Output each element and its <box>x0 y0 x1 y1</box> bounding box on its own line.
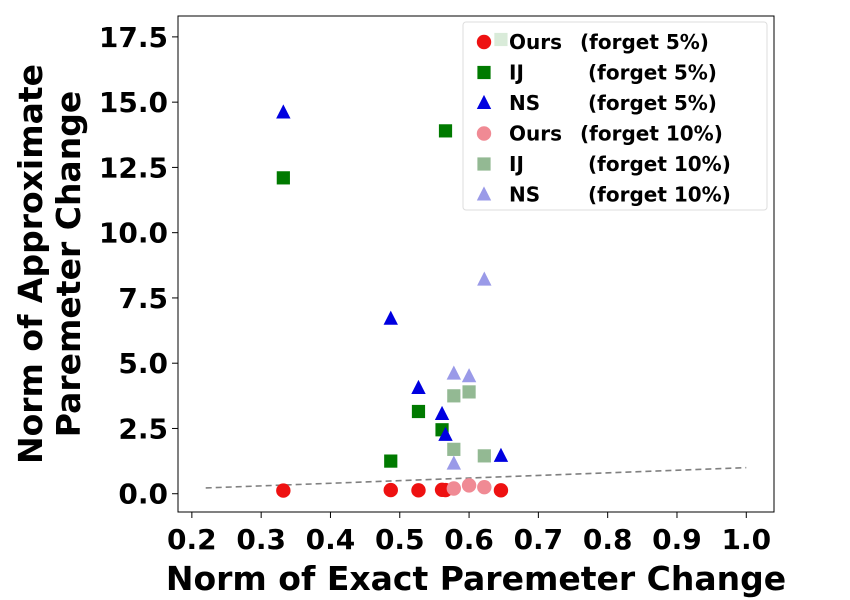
x-axis-title: Norm of Exact Paremeter Change <box>166 559 786 598</box>
reference-line-layer <box>205 466 747 489</box>
data-point <box>461 478 477 493</box>
points-layer <box>276 32 509 498</box>
data-point <box>446 365 462 380</box>
data-point <box>447 442 461 456</box>
data-point <box>438 426 453 441</box>
legend-label: NS <box>509 183 540 207</box>
legend-label: Ours <box>509 122 562 146</box>
legend-label: IJ <box>509 61 524 85</box>
legend-entry: IJ (forget 10%) <box>477 152 731 176</box>
series-5 <box>446 271 492 470</box>
data-point <box>446 455 462 470</box>
data-point <box>477 480 492 495</box>
legend-label: NS <box>509 91 540 115</box>
legend-suffix: (forget 10%) <box>588 152 731 176</box>
y-tick-label: 15.0 <box>99 86 168 119</box>
legend-marker <box>477 65 491 80</box>
data-point <box>411 379 426 394</box>
x-axis: 0.2 0.3 0.4 0.5 0.6 0.7 0.8 0.9 1.0 <box>167 512 771 556</box>
legend-entry: Ours (forget 5%) <box>476 30 709 54</box>
data-point <box>461 368 477 383</box>
data-point <box>493 447 509 462</box>
series-3 <box>446 478 492 496</box>
plot-area-frame <box>177 15 775 513</box>
legend-marker <box>476 186 492 201</box>
legend-entry: NS (forget 10%) <box>476 183 731 207</box>
legend-suffix: (forget 10%) <box>580 122 723 146</box>
y-tick-label: 10.0 <box>99 217 168 250</box>
x-tick-label: 0.4 <box>306 523 356 556</box>
reference-line <box>205 466 747 489</box>
data-point <box>384 454 398 468</box>
y-axis-title-line: Paremeter Change <box>49 91 88 437</box>
data-point <box>477 449 491 463</box>
legend-box <box>462 21 768 211</box>
legend: Ours (forget 5%) IJ (forget 5%) NS (forget 5%… <box>462 21 768 211</box>
legend-entry: IJ (forget 5%) <box>477 61 717 85</box>
y-axis-title-line: Norm of Approximate <box>11 64 50 464</box>
data-point <box>438 124 453 138</box>
y-tick-label: 2.5 <box>118 412 168 445</box>
x-tick-label: 0.2 <box>167 523 217 556</box>
legend-label: Ours <box>509 30 562 54</box>
data-point <box>477 271 492 286</box>
legend-suffix: (forget 10%) <box>588 183 731 207</box>
y-tick-label: 7.5 <box>118 282 168 315</box>
data-point <box>276 483 291 498</box>
x-tick-label: 0.8 <box>583 523 633 556</box>
data-point <box>276 171 290 185</box>
legend-marker <box>476 34 492 50</box>
legend-entry: NS (forget 5%) <box>476 91 717 115</box>
data-point <box>493 483 509 498</box>
data-point <box>411 483 426 498</box>
data-point <box>383 482 398 498</box>
data-point <box>276 104 291 119</box>
data-point <box>434 405 450 421</box>
y-tick-label: 17.5 <box>99 21 168 54</box>
y-tick-label: 5.0 <box>118 347 168 380</box>
data-point <box>446 481 462 496</box>
x-tick-label: 0.6 <box>444 523 494 556</box>
y-axis: 0.0 2.5 5.0 7.5 10.0 12.5 15.0 17.5 <box>99 21 178 511</box>
x-tick-label: 1.0 <box>721 523 771 556</box>
legend-suffix: (forget 5%) <box>588 91 717 115</box>
series-4 <box>447 385 491 463</box>
data-point <box>447 389 461 403</box>
data-point <box>462 385 476 399</box>
legend-label: IJ <box>509 152 524 176</box>
x-tick-label: 0.5 <box>375 523 425 556</box>
legend-marker <box>477 157 491 171</box>
y-tick-label: 12.5 <box>99 151 168 184</box>
y-axis-title: Norm of Approximate Paremeter Change <box>11 64 88 464</box>
legend-suffix: (forget 5%) <box>580 30 709 54</box>
x-tick-label: 0.9 <box>652 523 702 556</box>
data-point <box>411 404 426 419</box>
series-2 <box>276 104 509 462</box>
data-point <box>383 310 398 325</box>
x-tick-label: 0.7 <box>514 523 564 556</box>
x-tick-label: 0.3 <box>236 523 286 556</box>
legend-marker <box>476 126 492 141</box>
legend-marker <box>476 94 492 109</box>
legend-suffix: (forget 5%) <box>588 61 717 85</box>
legend-entry: Ours (forget 10%) <box>476 122 723 146</box>
y-tick-label: 0.0 <box>118 478 168 511</box>
